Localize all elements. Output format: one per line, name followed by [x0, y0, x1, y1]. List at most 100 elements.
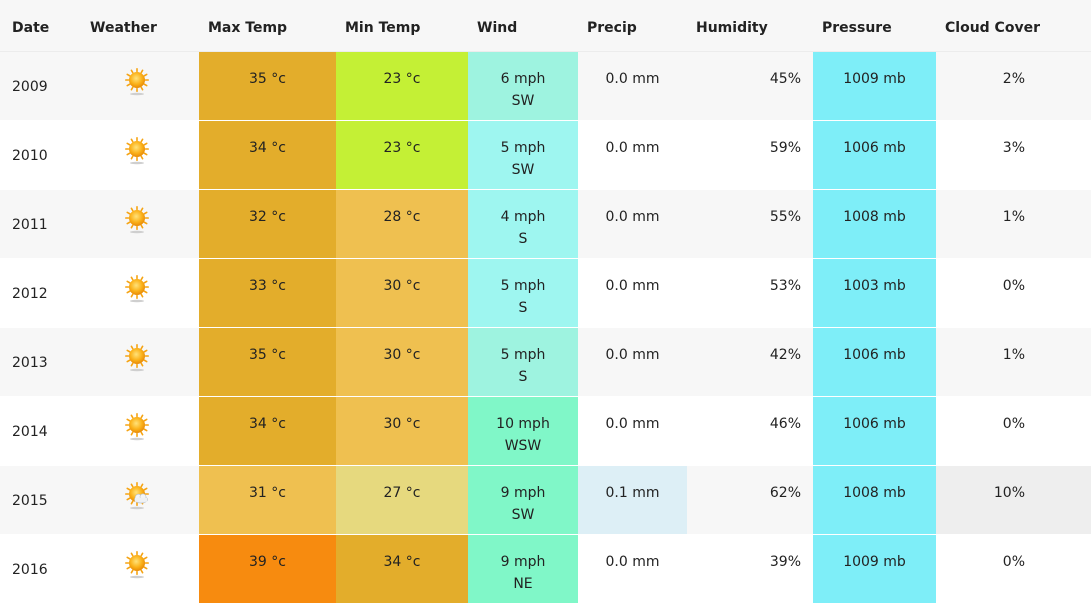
min-temp-value: 30 °c [383, 347, 421, 363]
wind-speed-value: 4 mph [500, 209, 546, 225]
min-temp-value: 28 °c [383, 209, 421, 225]
pressure-value: 1009 mb [843, 71, 906, 87]
wind-cell: 9 mph NE [468, 535, 578, 603]
weather-cell [78, 466, 199, 534]
date-value: 2015 [12, 493, 48, 509]
humidity-cell: 55% [687, 190, 813, 258]
humidity-value: 62% [769, 485, 801, 501]
date-value: 2009 [12, 79, 48, 95]
humidity-value: 42% [769, 347, 801, 363]
precip-value: 0.0 mm [605, 140, 660, 156]
weather-cell [78, 397, 199, 465]
wind-direction-value: WSW [504, 438, 542, 454]
humidity-value: 46% [769, 416, 801, 432]
precip-cell: 0.0 mm [578, 535, 687, 603]
header-wind: Wind [477, 20, 518, 36]
pressure-value: 1006 mb [843, 347, 906, 363]
wind-cell: 6 mph SW [468, 52, 578, 120]
max-temp-value: 39 °c [249, 554, 286, 570]
max-temp-value: 35 °c [249, 71, 286, 87]
precip-value: 0.0 mm [605, 554, 660, 570]
precip-cell: 0.0 mm [578, 259, 687, 327]
header-precip: Precip [587, 20, 637, 36]
precip-cell: 0.0 mm [578, 52, 687, 120]
max-temp-cell: 39 °c [199, 535, 336, 603]
pressure-value: 1003 mb [843, 278, 906, 294]
table-row: 2013 35 °c 30 °c 5 mph S 0.0 mm 42% 1006… [0, 328, 1091, 397]
wind-direction-value: SW [511, 93, 535, 109]
max-temp-value: 34 °c [249, 416, 286, 432]
header-pressure: Pressure [822, 20, 892, 36]
date-cell: 2012 [0, 259, 78, 327]
header-date: Date [12, 20, 50, 36]
max-temp-cell: 35 °c [199, 52, 336, 120]
humidity-cell: 59% [687, 121, 813, 189]
pressure-value: 1008 mb [843, 485, 906, 501]
precip-cell: 0.0 mm [578, 328, 687, 396]
precip-cell: 0.0 mm [578, 121, 687, 189]
sunny-icon [124, 344, 149, 396]
min-temp-cell: 23 °c [336, 121, 468, 189]
cloud-cover-cell: 1% [936, 328, 1091, 396]
min-temp-cell: 27 °c [336, 466, 468, 534]
cloud-cover-cell: 0% [936, 259, 1091, 327]
pressure-cell: 1008 mb [813, 466, 936, 534]
max-temp-cell: 32 °c [199, 190, 336, 258]
min-temp-value: 30 °c [383, 416, 421, 432]
max-temp-cell: 31 °c [199, 466, 336, 534]
humidity-value: 59% [769, 140, 801, 156]
min-temp-cell: 30 °c [336, 397, 468, 465]
min-temp-value: 23 °c [383, 71, 421, 87]
wind-direction-value: SW [511, 162, 535, 178]
date-cell: 2013 [0, 328, 78, 396]
weather-cell [78, 535, 199, 603]
header-cloud-cover: Cloud Cover [945, 20, 1040, 36]
sunny-icon [124, 551, 149, 603]
min-temp-value: 27 °c [383, 485, 421, 501]
weather-cell [78, 190, 199, 258]
pressure-value: 1006 mb [843, 140, 906, 156]
max-temp-cell: 33 °c [199, 259, 336, 327]
wind-direction-value: S [518, 369, 528, 385]
date-cell: 2015 [0, 466, 78, 534]
wind-direction-value: SW [511, 507, 535, 523]
humidity-cell: 42% [687, 328, 813, 396]
pressure-cell: 1006 mb [813, 397, 936, 465]
header-max-temp: Max Temp [208, 20, 288, 36]
cloud-cover-value: 1% [1002, 209, 1025, 225]
wind-speed-value: 9 mph [500, 554, 546, 570]
cloud-cover-cell: 1% [936, 190, 1091, 258]
wind-cell: 9 mph SW [468, 466, 578, 534]
cloud-cover-value: 10% [993, 485, 1025, 501]
max-temp-value: 34 °c [249, 140, 286, 156]
date-value: 2016 [12, 562, 48, 578]
partly-cloudy-icon [124, 482, 149, 534]
min-temp-cell: 23 °c [336, 52, 468, 120]
date-cell: 2011 [0, 190, 78, 258]
humidity-value: 53% [769, 278, 801, 294]
pressure-cell: 1006 mb [813, 121, 936, 189]
date-value: 2011 [12, 217, 48, 233]
sunny-icon [124, 206, 149, 258]
humidity-cell: 45% [687, 52, 813, 120]
humidity-value: 39% [769, 554, 801, 570]
date-cell: 2010 [0, 121, 78, 189]
table-row: 2015 31 °c 27 °c 9 mph SW 0.1 mm 62% 100… [0, 466, 1091, 535]
weather-cell [78, 259, 199, 327]
max-temp-cell: 34 °c [199, 397, 336, 465]
date-cell: 2009 [0, 52, 78, 120]
min-temp-cell: 30 °c [336, 328, 468, 396]
cloud-cover-value: 2% [1002, 71, 1025, 87]
min-temp-value: 34 °c [383, 554, 421, 570]
wind-speed-value: 6 mph [500, 71, 546, 87]
table-row: 2011 32 °c 28 °c 4 mph S 0.0 mm 55% 1008… [0, 190, 1091, 259]
header-min-temp: Min Temp [345, 20, 421, 36]
wind-direction-value: NE [513, 576, 533, 592]
precip-value: 0.1 mm [605, 485, 660, 501]
precip-value: 0.0 mm [605, 278, 660, 294]
max-temp-cell: 34 °c [199, 121, 336, 189]
precip-value: 0.0 mm [605, 416, 660, 432]
cloud-cover-value: 0% [1002, 554, 1025, 570]
cloud-cover-cell: 0% [936, 535, 1091, 603]
